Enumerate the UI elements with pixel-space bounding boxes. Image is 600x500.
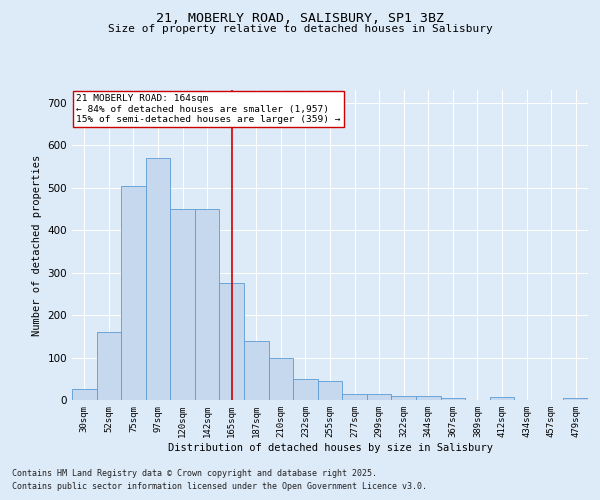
Bar (342, 394, 367, 400)
Bar (318, 381, 342, 400)
Text: Size of property relative to detached houses in Salisbury: Size of property relative to detached ho… (107, 24, 493, 34)
Bar (244, 340, 269, 400)
Bar (440, 398, 465, 400)
Bar (97, 332, 121, 400)
Bar (72, 390, 97, 400)
Bar (220, 283, 244, 400)
Bar (563, 398, 588, 400)
X-axis label: Distribution of detached houses by size in Salisbury: Distribution of detached houses by size … (167, 442, 493, 452)
Bar (170, 209, 195, 400)
Text: 21, MOBERLY ROAD, SALISBURY, SP1 3BZ: 21, MOBERLY ROAD, SALISBURY, SP1 3BZ (156, 12, 444, 26)
Bar (146, 158, 170, 400)
Text: Contains HM Land Registry data © Crown copyright and database right 2025.: Contains HM Land Registry data © Crown c… (12, 468, 377, 477)
Bar (269, 358, 293, 400)
Bar (367, 394, 391, 400)
Bar (490, 396, 514, 400)
Text: 21 MOBERLY ROAD: 164sqm
← 84% of detached houses are smaller (1,957)
15% of semi: 21 MOBERLY ROAD: 164sqm ← 84% of detache… (76, 94, 341, 124)
Text: Contains public sector information licensed under the Open Government Licence v3: Contains public sector information licen… (12, 482, 427, 491)
Bar (195, 209, 220, 400)
Y-axis label: Number of detached properties: Number of detached properties (32, 154, 42, 336)
Bar (391, 396, 416, 400)
Bar (416, 396, 440, 400)
Bar (121, 186, 146, 400)
Bar (293, 379, 318, 400)
